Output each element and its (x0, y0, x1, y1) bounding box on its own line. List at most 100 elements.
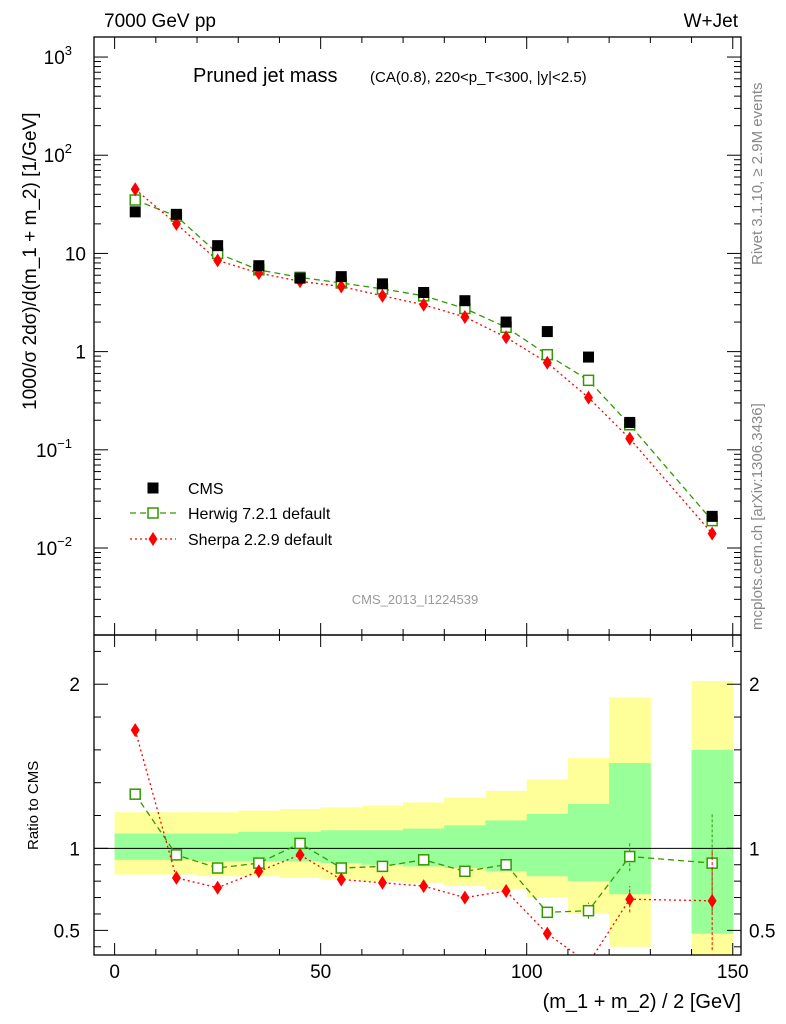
ratio-ylabel: Ratio to CMS (25, 761, 42, 850)
ratio-point-herwig (582, 904, 595, 917)
series-line-sherpa (134, 188, 713, 535)
y-tick-label: 0.5 (54, 921, 80, 942)
data-point-cms (253, 260, 265, 272)
main-axes: 10−2 10−1 1 10 102 103 (36, 37, 741, 635)
uncertainty-band-inner (197, 833, 239, 862)
data-point-sherpa (171, 216, 181, 231)
data-point-sherpa (542, 355, 552, 370)
ratio-point-sherpa (419, 879, 429, 894)
legend: CMS Herwig 7.2.1 default Sherpa 2.2.9 defa… (130, 481, 333, 549)
uncertainty-band-inner (361, 830, 404, 865)
legend-label-sherpa: Sherpa 2.2.9 default (188, 532, 333, 549)
ratio-point-sherpa (584, 956, 593, 970)
data-point-cms (583, 351, 595, 363)
main-data-layer (129, 182, 718, 541)
rivet-label: Rivet 3.1.10, ≥ 2.9M events (749, 83, 766, 266)
data-point-sherpa (584, 390, 594, 405)
data-point-cms (170, 208, 182, 220)
ratio-data-layer (94, 680, 741, 970)
legend-label-cms: CMS (188, 481, 224, 498)
ratio-line-herwig (134, 793, 713, 913)
data-point-sherpa (707, 526, 717, 541)
ratio-point-herwig (417, 854, 430, 866)
y-tick-label-right: 0.5 (749, 921, 775, 942)
y-tick-label-right: 1 (749, 839, 760, 860)
data-point-cms (706, 510, 718, 522)
ratio-point-herwig (541, 906, 554, 919)
ratio-frame (93, 634, 742, 956)
data-point-cms (418, 286, 430, 298)
data-point-cms (624, 416, 636, 428)
main-watermark: CMS_2013_I1224539 (352, 592, 479, 607)
legend-label-herwig: Herwig 7.2.1 default (188, 506, 331, 523)
data-point-cms (376, 278, 388, 290)
main-subtitle: (CA(0.8), 220<p_T<300, |y|<2.5) (370, 69, 587, 86)
data-point-sherpa (377, 288, 387, 303)
y-tick-label: 103 (44, 43, 72, 69)
legend-marker-cms (147, 482, 159, 494)
ratio-point-sherpa (171, 870, 181, 885)
legend-marker-sherpa (148, 532, 158, 546)
uncertainty-band-inner (609, 763, 651, 895)
y-tick-label-right: 2 (749, 675, 760, 696)
y-tick-label: 10−2 (36, 534, 72, 560)
ratio-point-herwig (500, 858, 512, 871)
uncertainty-band-inner (114, 833, 157, 860)
ratio-point-sherpa (625, 892, 635, 907)
y-tick-label: 10 (65, 244, 86, 265)
ratio-point-herwig (335, 862, 348, 874)
ratio-point-herwig (129, 788, 141, 800)
ratio-point-sherpa (295, 847, 305, 862)
ratio-point-sherpa (254, 864, 264, 879)
ratio-point-sherpa (707, 893, 717, 908)
y-tick-label: 1 (75, 343, 86, 364)
data-point-sherpa (460, 310, 470, 325)
main-panel: 10−2 10−1 1 10 102 103 Pruned jet mass (CA(0.… (20, 36, 742, 636)
data-point-sherpa (130, 182, 140, 197)
uncertainty-band-inner (567, 804, 610, 882)
mcplots-label: mcplots.cern.ch [arXiv:1306.3436] (749, 403, 766, 630)
data-point-sherpa (419, 297, 429, 312)
main-title: Pruned jet mass (193, 65, 338, 87)
ratio-point-herwig (376, 860, 389, 873)
header-right: W+Jet (684, 11, 739, 32)
ratio-point-sherpa (130, 723, 140, 738)
ratio-point-sherpa (213, 880, 223, 895)
data-point-cms (212, 240, 224, 252)
data-point-sherpa (625, 431, 635, 446)
ratio-point-herwig (170, 849, 183, 861)
uncertainty-band-inner (526, 813, 569, 877)
ratio-point-sherpa (542, 926, 552, 941)
ratio-point-herwig (459, 865, 471, 878)
data-point-cms (335, 271, 347, 283)
main-ylabel: 1000/σ 2dσ)/d(m_1 + m_2) [1/GeV] (20, 112, 41, 410)
y-tick-label: 102 (44, 141, 72, 167)
ratio-point-sherpa (336, 872, 346, 887)
series-line-herwig (134, 199, 713, 522)
uncertainty-band-inner (238, 831, 280, 862)
data-point-sherpa (501, 330, 511, 345)
ratio-point-sherpa (377, 875, 387, 890)
ratio-point-herwig (623, 850, 636, 863)
data-point-cms (541, 326, 553, 338)
ratio-series-group (129, 723, 718, 970)
ratio-point-sherpa (460, 890, 470, 905)
ratio-point-sherpa (501, 884, 511, 898)
uncertainty-band-inner (320, 830, 363, 864)
data-point-herwig (582, 374, 595, 387)
x-tick-label: 100 (511, 962, 543, 983)
x-axis-label: (m_1 + m_2) / 2 [GeV] (543, 991, 741, 1013)
uncertainty-band-inner (444, 825, 486, 869)
y-tick-label: 2 (69, 675, 80, 696)
data-point-herwig (129, 194, 141, 206)
y-tick-label: 1 (69, 839, 80, 860)
y-tick-label: 10−1 (36, 436, 72, 462)
x-tick-label: 50 (310, 962, 331, 983)
x-tick-label: 150 (717, 962, 749, 983)
ratio-point-herwig (211, 862, 224, 874)
data-point-sherpa (336, 279, 346, 294)
data-point-cms (129, 206, 141, 218)
